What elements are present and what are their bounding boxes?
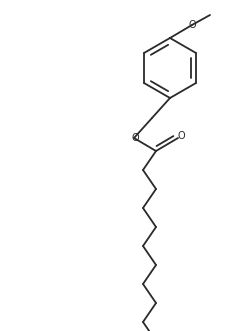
Text: O: O [177, 131, 185, 141]
Text: O: O [131, 133, 139, 143]
Text: O: O [188, 20, 196, 30]
